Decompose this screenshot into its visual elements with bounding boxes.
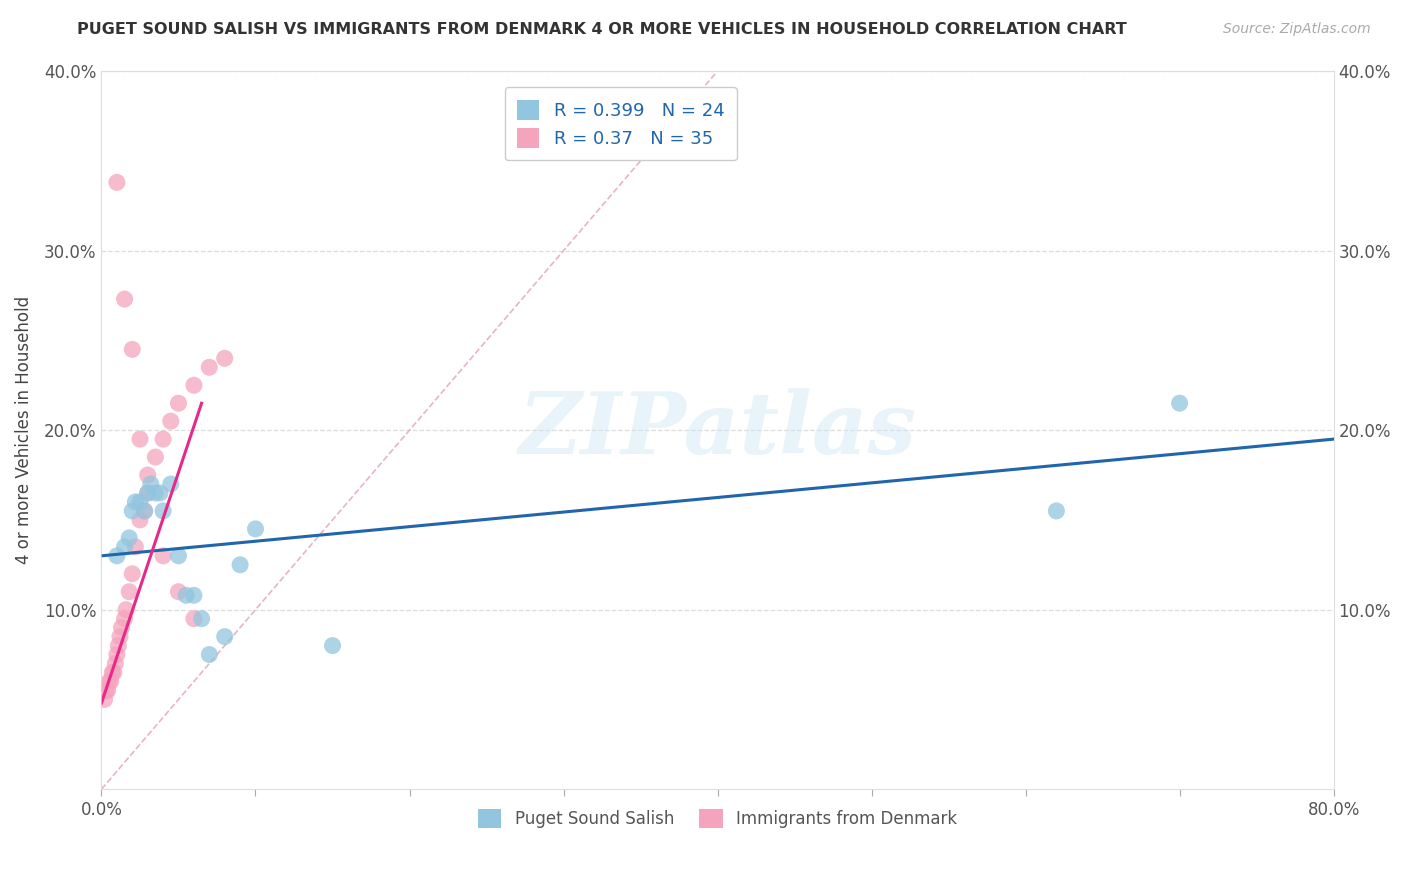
Point [98,674,121,689]
Y-axis label: 4 or more Vehicles in Household: 4 or more Vehicles in Household [15,296,32,565]
Point [129,495,152,509]
Point [105,648,128,662]
Point [214,351,236,366]
Point [183,378,205,392]
Text: Source: ZipAtlas.com: Source: ZipAtlas.com [1223,22,1371,37]
Point [114,612,136,626]
Point [100,674,122,689]
Point [134,504,156,518]
Point [105,175,128,189]
Point [152,504,174,518]
Point [145,486,167,500]
Point [136,486,159,500]
Point [118,584,141,599]
Point [107,639,129,653]
Point [129,432,152,446]
Point [145,450,167,464]
Point [129,513,152,527]
Point [1045,504,1067,518]
Point [124,495,146,509]
Point [139,477,162,491]
Point [108,630,131,644]
Point [136,486,159,500]
Point [321,639,343,653]
Point [97,683,120,698]
Point [174,588,197,602]
Point [1168,396,1191,410]
Point [152,432,174,446]
Point [115,602,138,616]
Point [183,588,205,602]
Point [103,665,125,680]
Point [121,504,143,518]
Point [124,540,146,554]
Point [229,558,252,572]
Point [149,486,172,500]
Point [159,414,181,428]
Point [114,540,136,554]
Point [94,683,117,698]
Point [198,360,221,375]
Point [167,396,190,410]
Point [245,522,267,536]
Point [183,612,205,626]
Point [121,566,143,581]
Point [118,531,141,545]
Point [190,612,212,626]
Legend: Puget Sound Salish, Immigrants from Denmark: Puget Sound Salish, Immigrants from Denm… [471,803,963,835]
Point [134,504,156,518]
Point [105,549,128,563]
Point [93,692,115,706]
Point [110,621,132,635]
Point [136,468,159,483]
Text: PUGET SOUND SALISH VS IMMIGRANTS FROM DENMARK 4 OR MORE VEHICLES IN HOUSEHOLD CO: PUGET SOUND SALISH VS IMMIGRANTS FROM DE… [77,22,1128,37]
Text: ZIPatlas: ZIPatlas [519,388,917,472]
Point [167,584,190,599]
Point [167,549,190,563]
Point [101,665,124,680]
Point [104,657,127,671]
Point [152,549,174,563]
Point [198,648,221,662]
Point [114,292,136,306]
Point [159,477,181,491]
Point [214,630,236,644]
Point [121,343,143,357]
